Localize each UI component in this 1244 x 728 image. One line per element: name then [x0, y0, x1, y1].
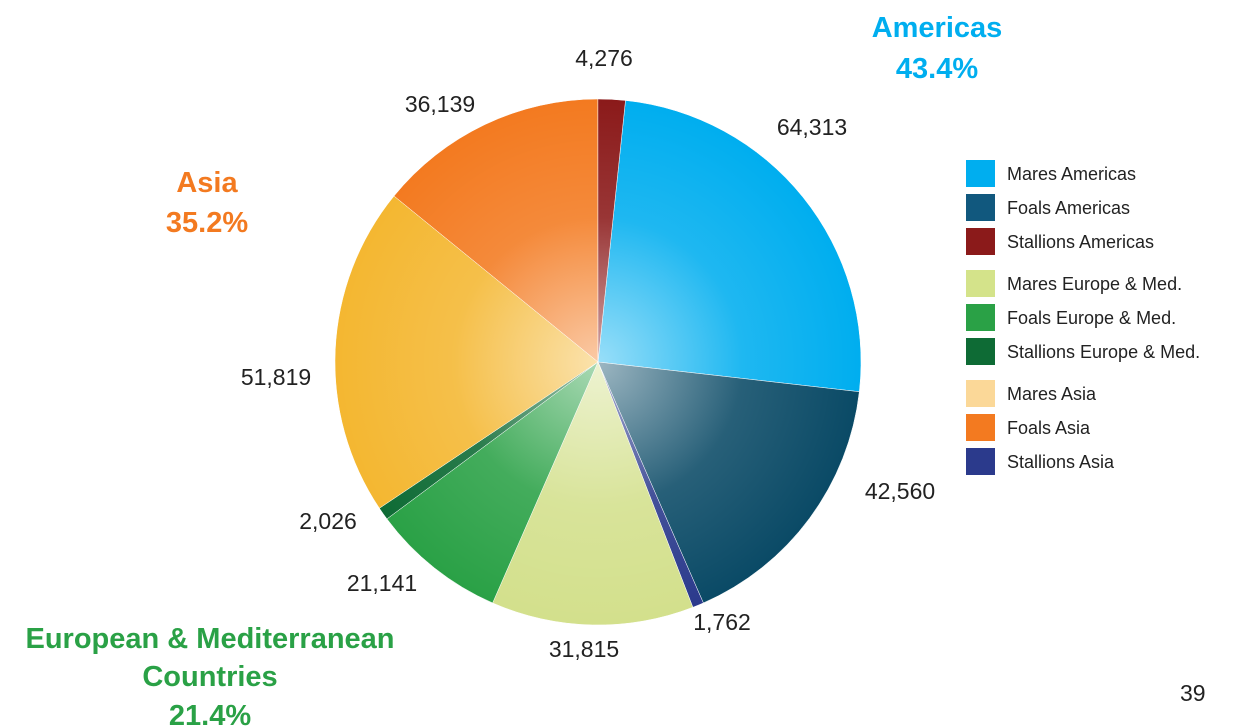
region-name-asia: Asia: [176, 167, 238, 199]
page-number: 39: [1180, 680, 1206, 706]
legend-swatch: [966, 228, 995, 255]
slice-label-stallions-americas: 4,276: [575, 45, 633, 71]
legend: Mares Americas Foals Americas Stallions Am…: [966, 160, 1200, 475]
legend-item-mares-americas: Mares Americas: [966, 160, 1136, 187]
region-labels: Americas 43.4% Asia 35.2% European & Mediter…: [25, 12, 1002, 728]
legend-swatch: [966, 160, 995, 187]
slice-label-mares-europe-and-med: 31,815: [549, 636, 619, 662]
legend-label: Stallions Americas: [1007, 232, 1154, 252]
legend-swatch: [966, 304, 995, 331]
legend-item-stallions-asia: Stallions Asia: [966, 448, 1115, 475]
pie-slices: [334, 98, 862, 626]
legend-swatch: [966, 448, 995, 475]
legend-label: Stallions Europe & Med.: [1007, 342, 1200, 362]
legend-label: Stallions Asia: [1007, 452, 1115, 472]
legend-item-stallions-americas: Stallions Americas: [966, 228, 1154, 255]
legend-swatch: [966, 414, 995, 441]
region-name-americas: Americas: [872, 12, 1003, 44]
slice-label-mares-asia: 51,819: [241, 364, 311, 390]
legend-label: Mares Asia: [1007, 384, 1097, 404]
region-name-european-and-mediterranean-line-2: Countries: [142, 661, 277, 693]
legend-swatch: [966, 338, 995, 365]
legend-swatch: [966, 270, 995, 297]
legend-item-foals-asia: Foals Asia: [966, 414, 1091, 441]
legend-swatch: [966, 380, 995, 407]
region-percent-americas: 43.4%: [896, 53, 978, 85]
region-percent-asia: 35.2%: [166, 207, 248, 239]
legend-swatch: [966, 194, 995, 221]
legend-item-stallions-europe-and-med: Stallions Europe & Med.: [966, 338, 1200, 365]
slice-label-mares-americas: 64,313: [777, 114, 847, 140]
legend-label: Mares Europe & Med.: [1007, 274, 1182, 294]
slice-label-stallions-asia: 1,762: [693, 609, 751, 635]
slice-label-stallions-europe-and-med: 2,026: [299, 508, 357, 534]
region-name-european-and-mediterranean-line-1: European & Mediterranean: [25, 623, 394, 655]
legend-label: Foals Europe & Med.: [1007, 308, 1176, 328]
slice-label-foals-europe-and-med: 21,141: [347, 570, 417, 596]
legend-item-mares-asia: Mares Asia: [966, 380, 1097, 407]
legend-item-foals-europe-and-med: Foals Europe & Med.: [966, 304, 1176, 331]
legend-item-mares-europe-and-med: Mares Europe & Med.: [966, 270, 1182, 297]
legend-item-foals-americas: Foals Americas: [966, 194, 1130, 221]
legend-label: Foals Americas: [1007, 198, 1130, 218]
pie-slice-mares-americas: [597, 100, 862, 393]
legend-label: Foals Asia: [1007, 418, 1091, 438]
slice-labels: 64,313 42,560 1,762 31,815 21,141 2,026 51,819…: [241, 45, 935, 662]
slice-label-foals-americas: 42,560: [865, 478, 935, 504]
slice-label-foals-asia: 36,139: [405, 91, 475, 117]
legend-label: Mares Americas: [1007, 164, 1136, 184]
region-percent-european-and-mediterranean: 21.4%: [169, 700, 251, 728]
